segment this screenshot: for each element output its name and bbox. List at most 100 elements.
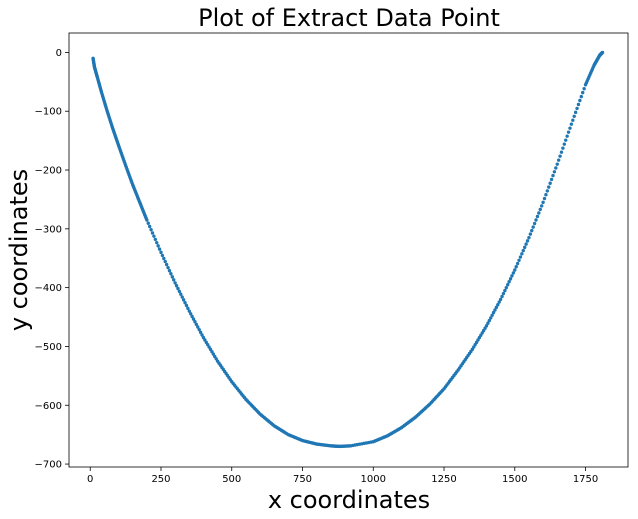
- data-point: [507, 280, 511, 284]
- data-point: [494, 305, 499, 310]
- data-point: [152, 234, 156, 238]
- data-point: [547, 185, 551, 189]
- data-point: [487, 318, 492, 323]
- data-point: [541, 200, 545, 205]
- y-tick-label: −300: [35, 224, 62, 235]
- data-point: [156, 244, 160, 248]
- x-tick-label: 750: [293, 474, 312, 485]
- data-point: [200, 333, 204, 337]
- data-point: [155, 240, 159, 245]
- data-point: [535, 214, 540, 219]
- y-tick-label: −500: [35, 342, 62, 353]
- x-tick-label: 1250: [431, 474, 456, 485]
- data-point: [149, 228, 153, 232]
- data-point: [179, 292, 183, 296]
- data-point: [556, 158, 561, 162]
- data-point: [568, 126, 572, 130]
- data-point: [542, 196, 547, 201]
- data-point: [173, 281, 177, 285]
- data-point: [517, 258, 521, 262]
- data-point: [500, 294, 504, 299]
- x-tick-label: 1750: [573, 474, 598, 485]
- data-point: [486, 321, 490, 325]
- y-tick-label: −700: [35, 460, 62, 471]
- data-point: [539, 204, 544, 208]
- data-point: [163, 259, 167, 264]
- data-point: [162, 256, 166, 261]
- x-tick-label: 1000: [361, 474, 386, 485]
- data-point: [534, 218, 538, 222]
- data-point: [501, 291, 506, 296]
- data-point: [538, 207, 542, 212]
- data-point: [167, 269, 172, 273]
- data-point: [194, 322, 199, 327]
- data-point: [581, 90, 585, 95]
- data-point: [189, 312, 193, 316]
- x-tick-label: 0: [87, 474, 93, 485]
- data-point: [506, 283, 510, 287]
- data-point: [172, 278, 176, 282]
- y-axis-ticks: 0 −100 −200 −300 −400 −500 −600 −700: [35, 48, 69, 471]
- x-tick-label: 1500: [502, 474, 527, 485]
- data-point: [491, 310, 496, 315]
- data-point: [170, 275, 175, 279]
- data-point: [515, 261, 520, 266]
- data-point: [558, 154, 562, 158]
- data-point: [521, 248, 525, 253]
- data-point: [186, 306, 190, 311]
- plot-area: [68, 32, 629, 468]
- data-point: [532, 221, 537, 226]
- data-point: [514, 265, 518, 269]
- data-point: [489, 316, 493, 320]
- data-point: [153, 237, 158, 242]
- data-point: [564, 138, 568, 142]
- data-point: [160, 253, 165, 258]
- data-point: [544, 193, 548, 197]
- data-point: [572, 114, 576, 118]
- data-point: [498, 297, 503, 302]
- data-point: [513, 268, 517, 272]
- data-point: [554, 166, 558, 170]
- chart-title: Plot of Extract Data Point: [198, 4, 500, 32]
- data-point: [198, 330, 203, 335]
- data-point: [180, 295, 184, 299]
- data-point: [510, 274, 514, 278]
- y-tick-label: 0: [56, 48, 62, 59]
- data-point: [183, 300, 187, 305]
- data-point: [582, 86, 586, 91]
- data-point: [484, 324, 489, 328]
- data-point: [566, 130, 571, 134]
- y-axis-label: y coordinates: [5, 169, 33, 331]
- data-points: [91, 50, 605, 449]
- data-point: [576, 102, 581, 107]
- data-point: [551, 173, 555, 178]
- data-point: [561, 146, 565, 150]
- x-tick-label: 250: [151, 474, 170, 485]
- data-point: [562, 142, 567, 146]
- data-point: [504, 285, 508, 290]
- y-tick-label: −400: [35, 283, 62, 294]
- data-point: [490, 313, 494, 317]
- data-point: [565, 134, 569, 138]
- data-point: [511, 271, 516, 275]
- y-tick-label: −600: [35, 401, 62, 412]
- data-point: [176, 286, 180, 291]
- data-point: [159, 250, 163, 255]
- data-point: [145, 218, 149, 222]
- data-point: [548, 181, 552, 185]
- data-point: [579, 94, 583, 99]
- data-point: [169, 272, 173, 276]
- data-point: [497, 300, 501, 304]
- data-point: [146, 221, 150, 225]
- data-point: [147, 224, 152, 229]
- data-point: [559, 150, 564, 154]
- data-point: [524, 242, 528, 246]
- y-tick-label: −100: [35, 107, 62, 118]
- data-point: [187, 309, 191, 313]
- data-point: [164, 262, 169, 267]
- data-point: [191, 317, 196, 321]
- data-point: [181, 298, 186, 302]
- data-point: [196, 325, 200, 329]
- data-point: [528, 232, 533, 236]
